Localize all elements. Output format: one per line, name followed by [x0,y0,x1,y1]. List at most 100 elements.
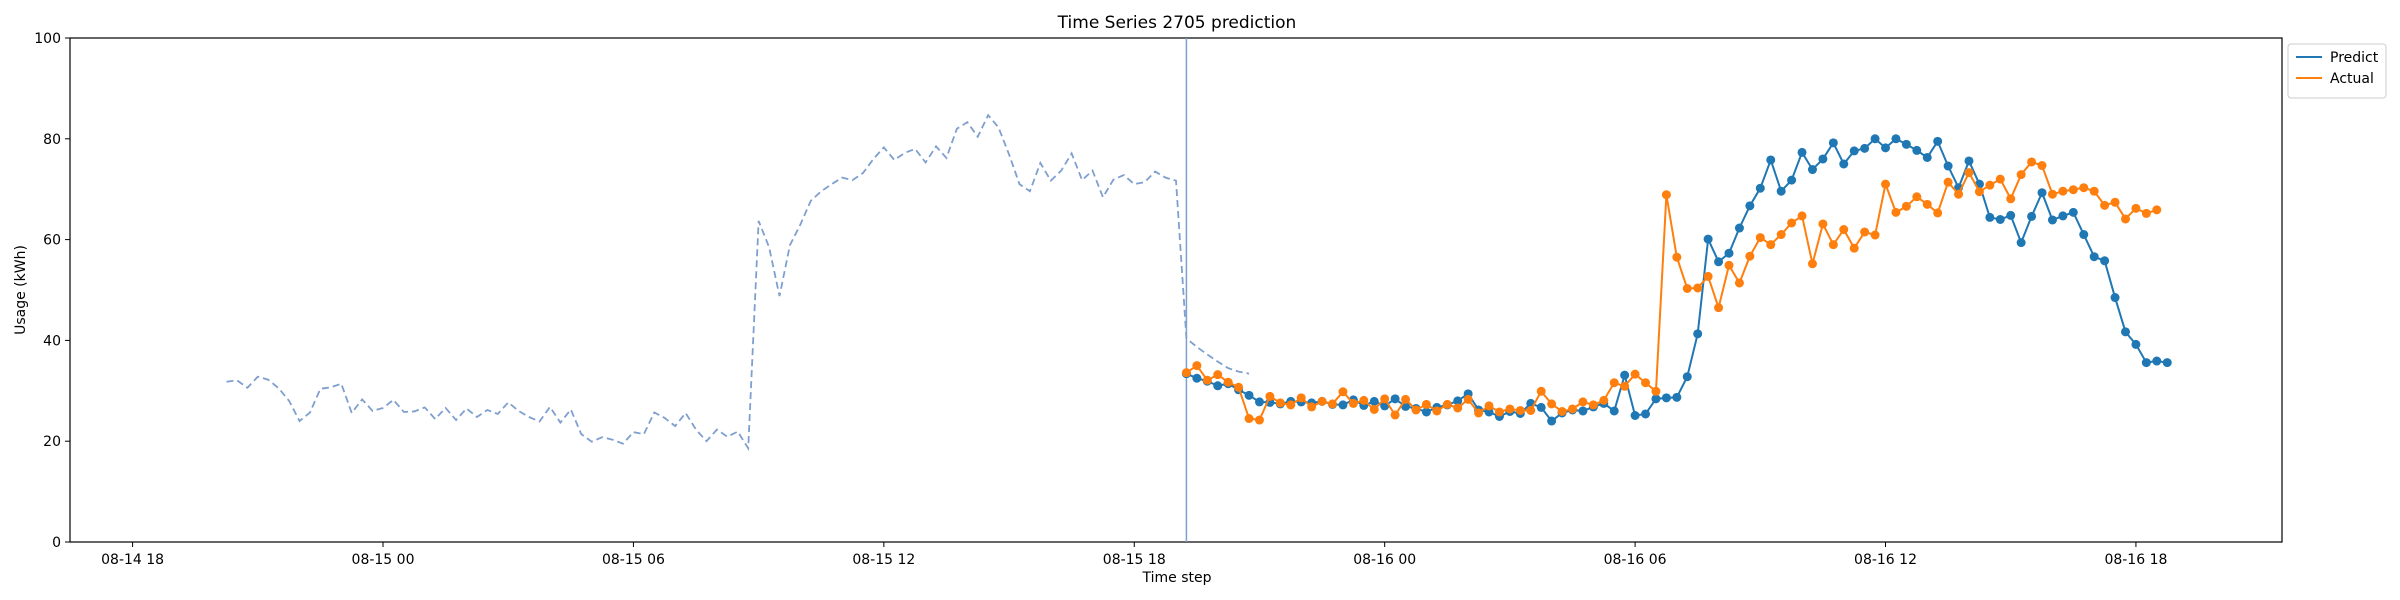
actual-point [1912,192,1922,202]
actual-point [1463,394,1473,404]
predict-point [1672,392,1682,402]
predict-point [1213,381,1223,391]
actual-point [1734,278,1744,288]
actual-point [1661,190,1671,200]
predict-point [1390,394,1400,404]
actual-point [1724,260,1734,270]
predict-point [1745,201,1755,211]
actual-point [1359,395,1369,405]
actual-point [1682,283,1692,293]
actual-point [1745,251,1755,261]
chart-title: Time Series 2705 prediction [1057,13,1297,33]
actual-point [2131,203,2141,213]
actual-point [1338,387,1348,397]
actual-point [1901,201,1911,211]
actual-point [1505,404,1515,414]
actual-point [1421,399,1431,409]
actual-point [1442,399,1452,409]
y-tick-label: 40 [43,333,61,349]
actual-point [2006,194,2016,204]
actual-point [1474,408,1484,418]
actual-point [1578,397,1588,407]
actual-point [1328,399,1338,409]
actual-point [1714,303,1724,313]
actual-point [1995,174,2005,184]
predict-point [1421,407,1431,417]
actual-point [2047,189,2057,199]
predict-point [1630,411,1640,420]
actual-point [2058,186,2068,196]
actual-point [2100,200,2110,210]
actual-point [1922,199,1932,209]
actual-point [1599,395,1609,405]
predict-point [1901,139,1911,149]
predict-point [1369,396,1379,406]
actual-point [1244,414,1254,424]
actual-line [1185,160,2158,422]
actual-point [1870,230,1880,240]
predict-point [1661,393,1671,403]
plot-area: 0 20 40 60 80 100 08-14 18 08-15 00 08-15 06 08-1… [34,31,2283,568]
legend-label-actual: Actual [2330,71,2374,87]
actual-point [1557,406,1567,416]
predict-point [1933,136,1943,146]
predict-point [1912,145,1922,155]
actual-point [1703,271,1713,281]
actual-point [1974,187,1984,197]
actual-point [2016,170,2026,180]
predict-point [1922,152,1932,162]
predict-point [2068,207,2078,217]
predict-point [1724,248,1734,258]
actual-point [1494,407,1504,417]
history-line [226,113,1250,452]
actual-point [1985,180,1995,190]
predict-point [1881,143,1891,153]
predict-line [1186,137,2168,423]
actual-point [1567,404,1577,414]
actual-point [1536,386,1546,396]
predict-point [2047,215,2057,225]
predict-point [1734,223,1744,233]
actual-point [1693,283,1703,293]
actual-point [1484,401,1494,411]
predict-point [1766,155,1776,165]
actual-point [1515,405,1525,415]
actual-point [1380,394,1390,404]
predict-point [1776,186,1786,196]
actual-point [2079,183,2089,193]
predict-point [1964,156,1974,166]
predict-point [1943,161,1953,171]
actual-point [1787,218,1797,228]
actual-point [2068,185,2078,195]
predict-point [1547,416,1557,426]
predict-point [1609,406,1619,416]
actual-point [2120,214,2130,224]
actual-point [1954,189,1964,199]
actual-point [1547,399,1557,409]
actual-point [2089,186,2099,196]
actual-point [1254,415,1264,425]
predict-point [2089,252,2099,262]
actual-point [1828,240,1838,250]
actual-point [1609,378,1619,388]
actual-point [1213,370,1223,380]
y-tick-label: 100 [34,31,61,47]
y-tick-label: 60 [43,233,61,249]
predict-point [1818,154,1828,164]
actual-point [1755,233,1765,243]
predict-point [1860,143,1870,153]
predict-point [1714,257,1724,267]
plot-frame [69,37,2283,543]
x-tick-label: 08-15 06 [602,552,665,568]
predict-point [2100,256,2110,266]
actual-point [1943,177,1953,187]
actual-point [1776,230,1786,240]
x-tick-label: 08-15 18 [1103,552,1166,568]
predict-point [2120,327,2130,337]
y-tick-label: 80 [43,132,61,148]
actual-point [1317,396,1327,406]
actual-point [2027,157,2037,167]
predict-point [1192,373,1202,383]
actual-point [1672,252,1682,262]
x-tick-label: 08-15 00 [352,552,415,568]
